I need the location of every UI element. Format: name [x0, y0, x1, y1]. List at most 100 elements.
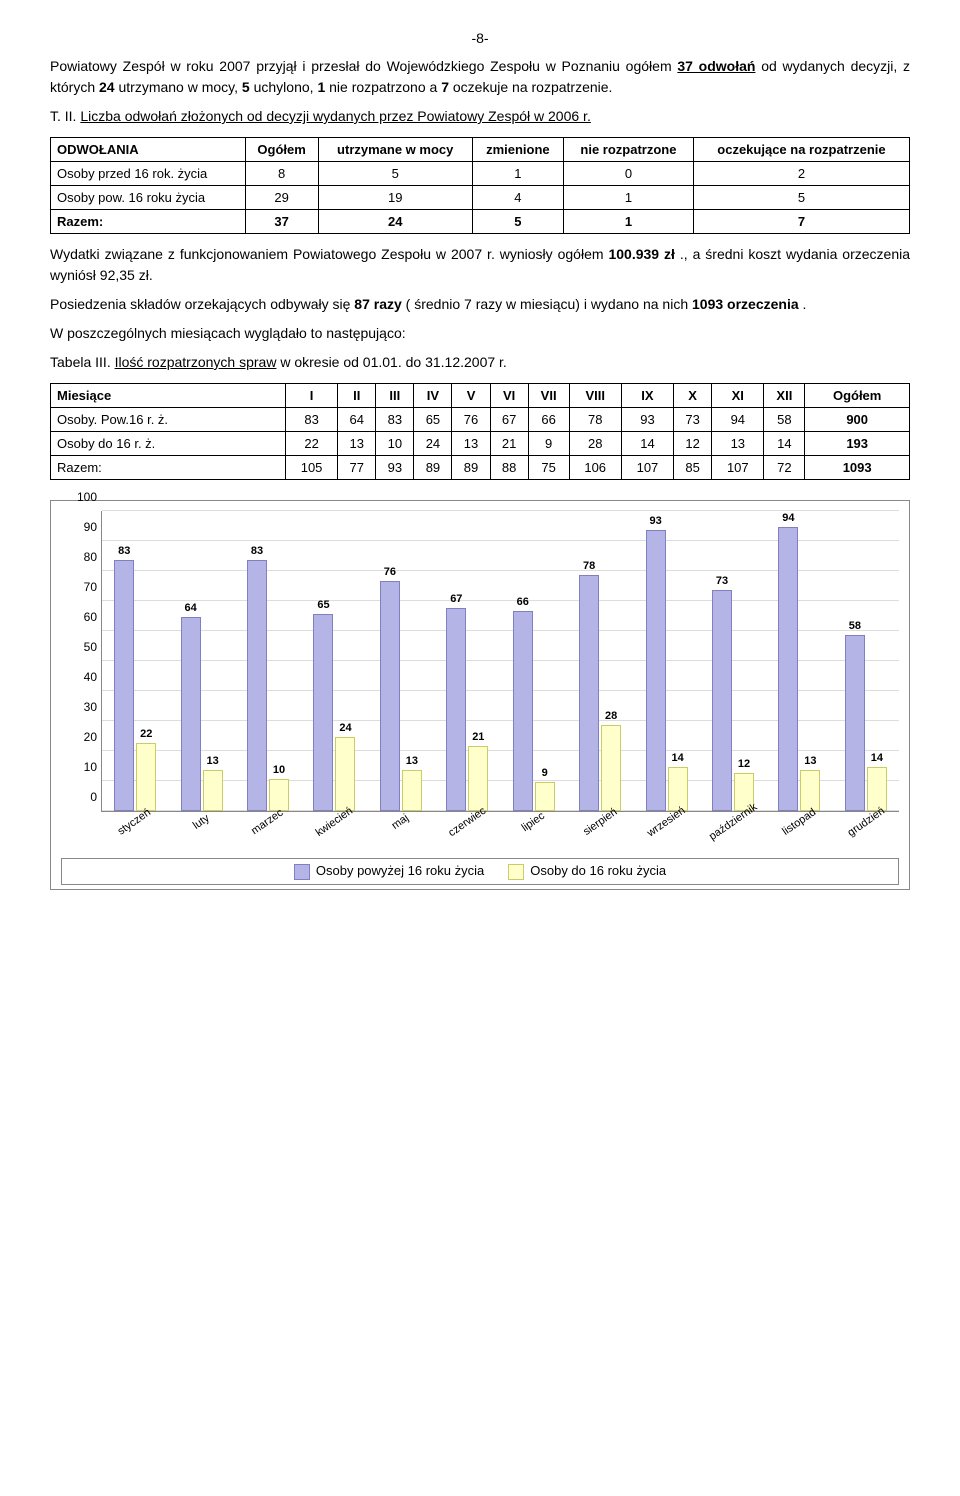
text-bold: 100.939 zł [608, 246, 674, 262]
table-header: XII [764, 384, 805, 408]
mid-p2: Posiedzenia składów orzekających odbywał… [50, 294, 910, 315]
cell: 64 [338, 408, 376, 432]
bar-value-label: 10 [270, 764, 288, 776]
y-tick-label: 10 [67, 760, 97, 774]
table-header: X [674, 384, 712, 408]
bar-value-label: 14 [669, 752, 687, 764]
cell: 13 [712, 432, 764, 456]
bar-group: 7312 [700, 511, 766, 811]
bar-value-label: 93 [647, 515, 665, 527]
cell: 105 [285, 456, 337, 480]
cell: 107 [621, 456, 673, 480]
legend-swatch [508, 864, 524, 880]
bar: 78 [579, 575, 599, 811]
legend-label: Osoby do 16 roku życia [530, 863, 666, 878]
table-iii: MiesiąceIIIIIIIVVVIVIIVIIIIXXXIXIIOgółem… [50, 383, 910, 480]
table-header: oczekujące na rozpatrzenie [693, 138, 909, 162]
table-header: V [452, 384, 490, 408]
y-tick-label: 70 [67, 580, 97, 594]
chart-legend: Osoby powyżej 16 roku życia Osoby do 16 r… [61, 858, 899, 885]
bar-group: 9314 [633, 511, 699, 811]
bar-group: 7613 [368, 511, 434, 811]
bar-value-label: 65 [314, 599, 332, 611]
table2-caption: T. II. Liczba odwołań złożonych od decyz… [50, 106, 910, 127]
text-bold: 1 [317, 79, 325, 95]
cell: 93 [376, 456, 414, 480]
row-label: Osoby przed 16 rok. życia [51, 162, 246, 186]
text: w okresie od 01.01. do 31.12.2007 r. [280, 354, 507, 370]
bar-value-label: 83 [115, 545, 133, 557]
bar: 83 [114, 560, 134, 811]
text: Powiatowy Zespół w roku 2007 przyjął i p… [50, 58, 677, 74]
bar-group: 6524 [301, 511, 367, 811]
mid-p3: W poszczególnych miesiącach wyglądało to… [50, 323, 910, 344]
cell: 14 [764, 432, 805, 456]
bar-value-label: 76 [381, 566, 399, 578]
cell: 67 [490, 408, 528, 432]
cell: 1 [472, 162, 563, 186]
bar-group: 5814 [833, 511, 899, 811]
cell: 14 [621, 432, 673, 456]
bar-group: 9413 [766, 511, 832, 811]
bar: 64 [181, 617, 201, 811]
cell: 28 [569, 432, 621, 456]
table-header: utrzymane w mocy [318, 138, 472, 162]
cell: 9 [528, 432, 569, 456]
table-header: Miesiące [51, 384, 286, 408]
cell: 72 [764, 456, 805, 480]
table-header: VI [490, 384, 528, 408]
cell: 7 [693, 210, 909, 234]
table-header: I [285, 384, 337, 408]
bar-group: 7828 [567, 511, 633, 811]
cell: 19 [318, 186, 472, 210]
bar-value-label: 67 [447, 593, 465, 605]
bar-chart: 0102030405060708090100832264138310652476… [50, 500, 910, 890]
bar: 93 [646, 530, 666, 811]
bar: 83 [247, 560, 267, 811]
cell: 89 [452, 456, 490, 480]
table-header: Ogółem [805, 384, 910, 408]
y-tick-label: 60 [67, 610, 97, 624]
cell: 77 [338, 456, 376, 480]
cell: 73 [674, 408, 712, 432]
y-tick-label: 40 [67, 670, 97, 684]
cell: 106 [569, 456, 621, 480]
y-tick-label: 20 [67, 730, 97, 744]
cell: 13 [338, 432, 376, 456]
table-header: VII [528, 384, 569, 408]
table-row: Osoby pow. 16 roku życia2919415 [51, 186, 910, 210]
bar: 73 [712, 590, 732, 811]
row-label: Osoby pow. 16 roku życia [51, 186, 246, 210]
y-tick-label: 0 [67, 790, 97, 804]
text-underline: Liczba odwołań złożonych od decyzji wyda… [80, 108, 591, 124]
cell: 193 [805, 432, 910, 456]
table-row: Osoby. Pow.16 r. ż.836483657667667893739… [51, 408, 910, 432]
row-label: Razem: [51, 456, 286, 480]
legend-item: Osoby do 16 roku życia [508, 863, 666, 880]
cell: 88 [490, 456, 528, 480]
cell: 5 [472, 210, 563, 234]
table-header: III [376, 384, 414, 408]
legend-label: Osoby powyżej 16 roku życia [316, 863, 484, 878]
bar-group: 8310 [235, 511, 301, 811]
bar: 94 [778, 527, 798, 811]
table-row: Osoby do 16 r. ż.22131024132192814121314… [51, 432, 910, 456]
bar: 65 [313, 614, 333, 811]
cell: 83 [376, 408, 414, 432]
mid-p1: Wydatki związane z funkcjonowaniem Powia… [50, 244, 910, 286]
text: Posiedzenia składów orzekających odbywał… [50, 296, 354, 312]
bar-value-label: 78 [580, 560, 598, 572]
cell: 94 [712, 408, 764, 432]
row-label: Osoby do 16 r. ż. [51, 432, 286, 456]
cell: 8 [245, 162, 318, 186]
y-tick-label: 50 [67, 640, 97, 654]
bar-value-label: 13 [204, 755, 222, 767]
table-header: IX [621, 384, 673, 408]
y-tick-label: 80 [67, 550, 97, 564]
cell: 22 [285, 432, 337, 456]
cell: 0 [563, 162, 693, 186]
bar-value-label: 24 [336, 722, 354, 734]
text: Wydatki związane z funkcjonowaniem Powia… [50, 246, 608, 262]
intro-paragraph: Powiatowy Zespół w roku 2007 przyjął i p… [50, 56, 910, 98]
table-header: VIII [569, 384, 621, 408]
